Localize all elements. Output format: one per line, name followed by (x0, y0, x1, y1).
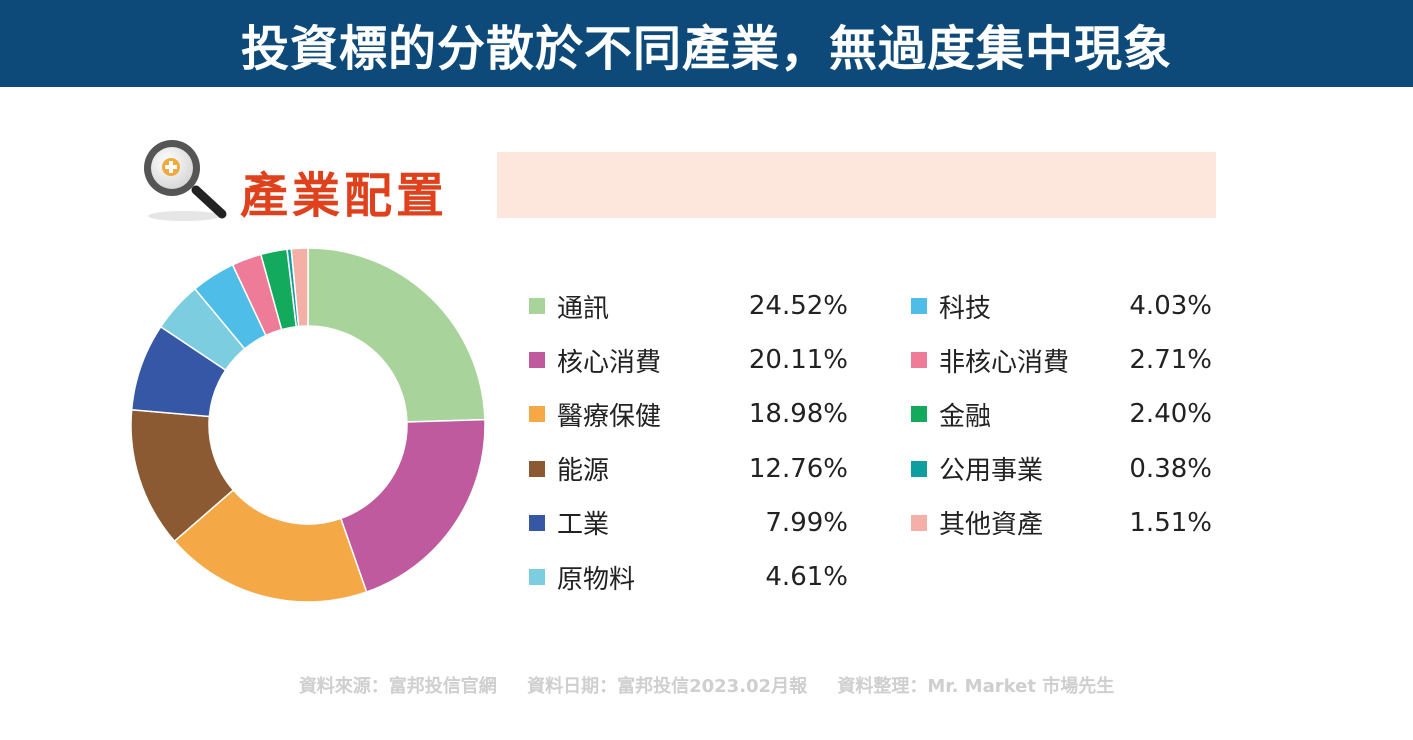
legend-value: 18.98% (748, 399, 848, 430)
legend-value: 20.11% (748, 345, 848, 376)
page-title: 投資標的分散於不同產業，無過度集中現象 (240, 20, 1172, 77)
legend-label: 科技 (939, 293, 992, 324)
legend-item: 公用事業 0.38% (907, 443, 1212, 495)
donut-slice (307, 247, 486, 423)
donut-chart (130, 247, 486, 603)
legend-value: 2.40% (1129, 399, 1212, 430)
legend-swatch (911, 298, 927, 314)
donut-slice (173, 488, 368, 603)
legend-value: 12.76% (748, 453, 848, 484)
legend-swatch (911, 352, 927, 369)
legend-item: 原物料 4.61% (525, 551, 848, 603)
section-heading: 產業配置 (240, 168, 449, 224)
footer-compiled: 資料整理：Mr. Market 市場先生 (837, 676, 1115, 697)
legend-swatch (529, 514, 545, 531)
legend-item: 能源 12.76% (525, 443, 848, 495)
legend-swatch (911, 460, 927, 477)
legend-swatch (529, 352, 545, 369)
legend-swatch (529, 298, 545, 314)
footer-source: 資料來源：富邦投信官網 (298, 676, 497, 697)
legend-label: 工業 (557, 510, 610, 541)
legend-label: 通訊 (557, 293, 610, 324)
legend-label: 醫療保健 (557, 401, 662, 432)
legend-value: 2.71% (1129, 345, 1212, 376)
legend-value: 1.51% (1129, 507, 1212, 538)
donut-slice (339, 418, 486, 593)
legend-item: 金融 2.40% (907, 388, 1212, 440)
legend-label: 核心消費 (557, 347, 662, 378)
chart-legend: 通訊 24.52% 核心消費 20.11% 醫療保健 18.98% 能源 12.76% 工業 7.… (525, 280, 1225, 610)
legend-label: 公用事業 (939, 456, 1044, 487)
legend-value: 7.99% (765, 507, 848, 538)
legend-label: 非核心消費 (939, 347, 1070, 378)
legend-label: 其他資產 (939, 510, 1044, 541)
legend-item: 核心消費 20.11% (525, 334, 848, 386)
source-footer: 資料來源：富邦投信官網 資料日期：富邦投信2023.02月報 資料整理：Mr. … (0, 672, 1413, 698)
legend-value: 4.61% (765, 562, 848, 592)
legend-swatch (911, 406, 927, 423)
legend-label: 金融 (939, 401, 992, 432)
legend-value: 24.52% (748, 291, 848, 321)
legend-label: 能源 (557, 456, 610, 487)
magnifier-plus-icon (144, 140, 227, 221)
title-bar: 投資標的分散於不同產業，無過度集中現象 (0, 0, 1413, 87)
legend-swatch (911, 514, 927, 531)
legend-value: 0.38% (1129, 453, 1212, 484)
legend-item: 其他資產 1.51% (907, 497, 1212, 549)
heading-band (497, 152, 1216, 218)
footer-date: 資料日期：富邦投信2023.02月報 (527, 676, 808, 697)
legend-value: 4.03% (1129, 291, 1212, 321)
legend-item: 通訊 24.52% (525, 280, 848, 332)
legend-label: 原物料 (557, 564, 636, 595)
legend-item: 工業 7.99% (525, 497, 848, 549)
legend-swatch (529, 460, 545, 477)
legend-swatch (529, 569, 545, 585)
legend-item: 非核心消費 2.71% (907, 334, 1212, 386)
legend-swatch (529, 406, 545, 423)
legend-item: 科技 4.03% (907, 280, 1212, 332)
donut-slice (290, 247, 309, 328)
legend-item: 醫療保健 18.98% (525, 388, 848, 440)
